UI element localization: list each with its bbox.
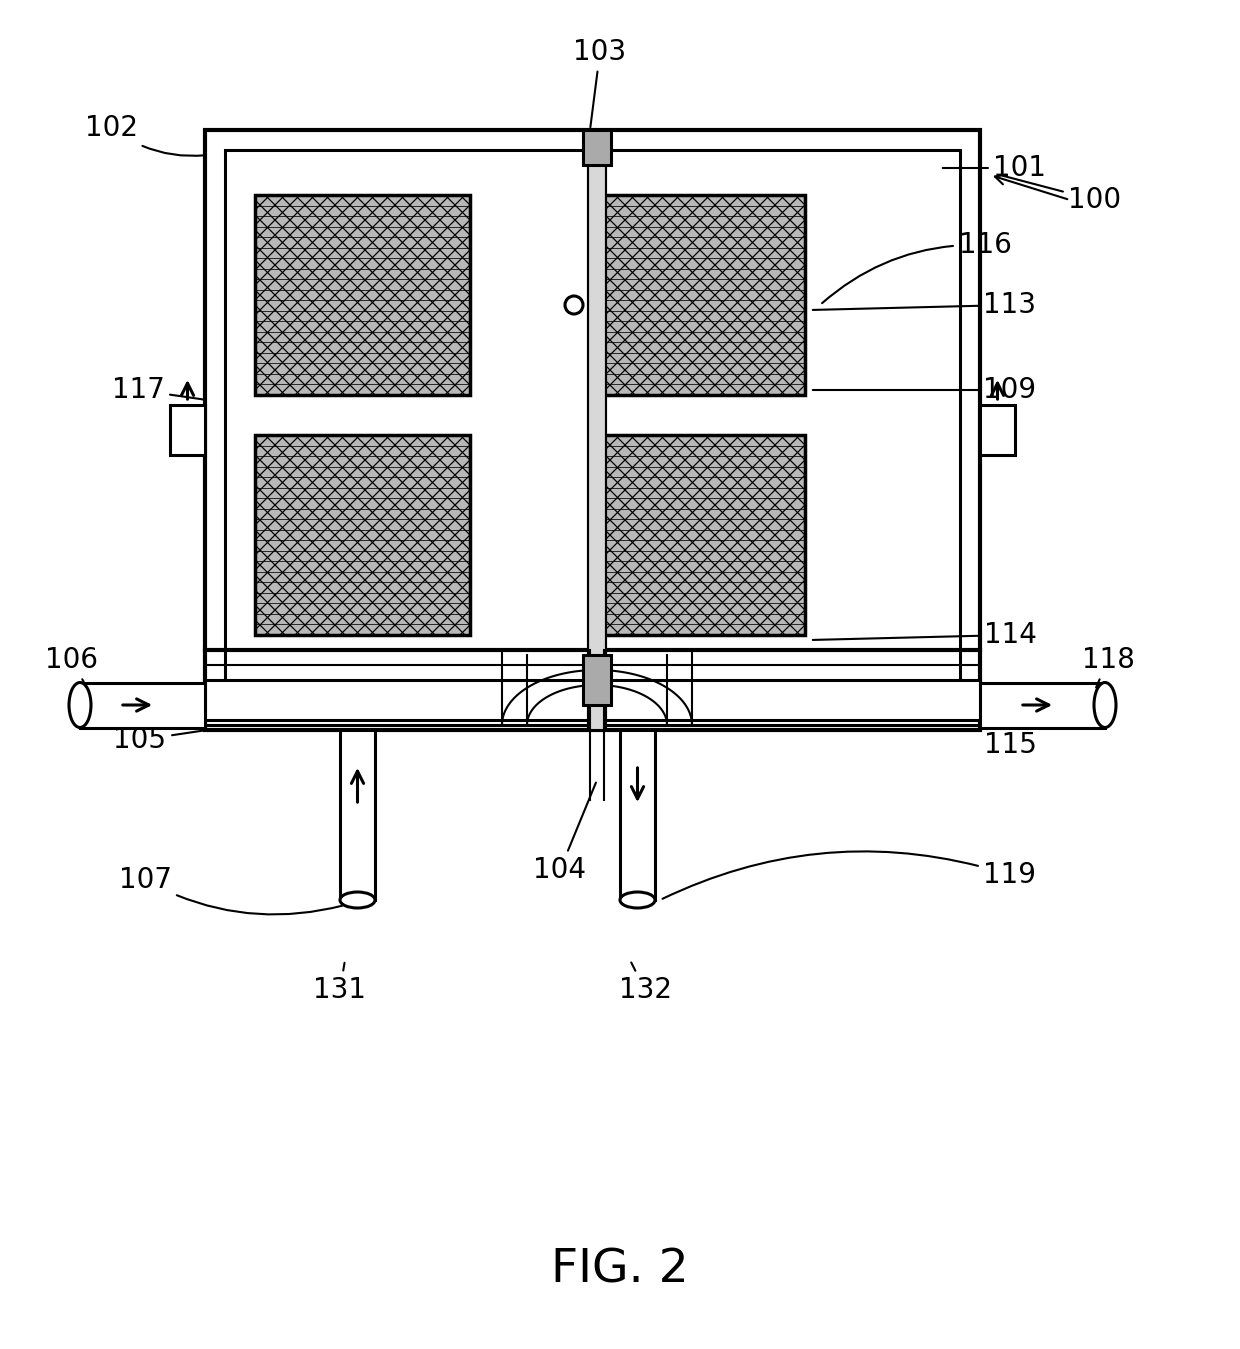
Text: 107: 107 [119,866,342,915]
Bar [583,130,611,165]
Text: 114: 114 [812,621,1037,649]
Text: 101: 101 [942,154,1047,182]
Bar [590,196,805,395]
Bar [620,730,655,900]
Bar [583,656,611,706]
Text: 116: 116 [822,231,1012,304]
Bar [588,130,606,730]
Text: 105: 105 [114,726,205,754]
Ellipse shape [69,683,91,727]
Ellipse shape [1094,683,1116,727]
Bar [81,683,205,727]
Bar [255,434,470,635]
Text: 132: 132 [619,962,672,1004]
Text: 115: 115 [980,730,1037,759]
Text: 113: 113 [812,291,1037,318]
Text: FIG. 2: FIG. 2 [551,1248,689,1292]
Ellipse shape [565,295,583,314]
Text: 106: 106 [46,646,98,688]
Bar [224,150,960,710]
Bar [590,434,805,635]
Text: 102: 102 [86,115,206,156]
Text: 100: 100 [1003,175,1121,214]
Text: 109: 109 [812,376,1037,403]
Ellipse shape [620,892,655,908]
Bar [340,730,374,900]
Text: 119: 119 [662,851,1037,898]
Text: 117: 117 [112,376,205,403]
Bar [980,405,1016,455]
Text: 131: 131 [314,963,367,1004]
Bar [980,683,1105,727]
Text: 118: 118 [1081,646,1135,688]
Bar [590,196,805,395]
Ellipse shape [340,892,374,908]
Bar [590,434,805,635]
Text: 104: 104 [533,782,596,884]
Text: 103: 103 [573,38,626,127]
Bar [255,434,470,635]
Bar [255,196,470,395]
Bar [255,196,470,395]
Bar [205,130,980,730]
Bar [205,680,980,720]
Bar [170,405,205,455]
